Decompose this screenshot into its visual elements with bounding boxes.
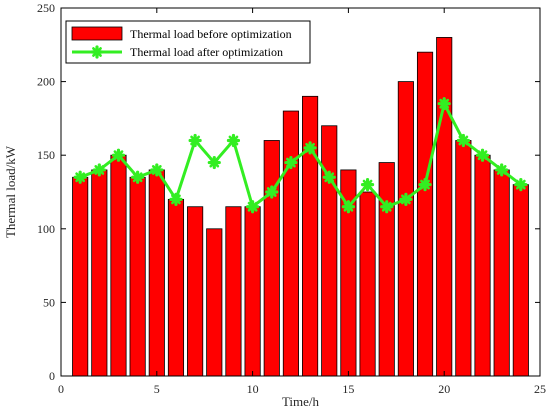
y-tick-label-0: 0 [49,369,55,383]
point-after-13-d2 [305,142,315,153]
point-after-19 [418,178,432,192]
point-after-11-d2 [266,187,277,197]
point-after-18-d2 [400,194,411,205]
legend-marker-after [90,45,104,59]
point-after-7-d2 [190,135,201,146]
legend-swatch-before [71,26,123,41]
point-after-13 [303,141,317,155]
point-after-10 [246,200,260,214]
series-line-after [79,102,522,209]
legend-label-after: Thermal load after optimization [130,45,283,59]
x-tick-label-25: 25 [534,382,546,396]
point-after-10-d2 [247,201,258,212]
bar-1 [72,176,89,377]
bar-8 [206,228,223,377]
point-after-24 [514,178,528,192]
bar-7 [187,206,204,377]
legend-label-before: Thermal load before optimization [130,27,292,41]
bar-4 [129,176,146,377]
point-after-3 [111,148,126,162]
point-after-16 [360,178,375,192]
point-after-22-d2 [477,150,488,161]
y-tick-label-100: 100 [37,222,55,236]
y-tick-label-150: 150 [37,148,55,162]
point-after-23 [495,163,509,177]
x-tick-label-5: 5 [154,382,160,396]
bar-12 [282,110,299,377]
point-after-18 [399,192,413,206]
bar-14 [321,125,338,377]
bar-24 [512,184,529,377]
legend: Thermal load before optimization Thermal… [65,20,311,64]
point-after-3-d2 [113,150,124,161]
line-layer [73,97,528,214]
legend-marker-after-glyph-d2 [92,47,102,57]
point-after-14-d2 [324,172,335,183]
bar-18 [397,81,414,377]
bar-21 [455,140,472,377]
bar-20 [436,37,453,377]
point-after-6-d2 [171,194,181,205]
point-after-17-d2 [381,201,392,212]
bar-10 [244,206,261,377]
point-after-1-d2 [75,172,86,183]
point-after-4 [131,170,145,184]
bar-5 [148,169,165,377]
bar-6 [167,198,185,377]
point-after-20-d2 [439,98,450,109]
point-after-2 [92,163,106,177]
point-after-15 [341,200,355,214]
x-tick-label-15: 15 [342,382,354,396]
point-after-20 [437,97,451,111]
point-after-1 [73,170,87,184]
bar-16 [359,191,376,377]
y-axis-label: Thermal load/kW [3,145,18,238]
y-tick-label-200: 200 [37,75,55,89]
point-after-2-d2 [94,165,105,175]
point-after-15-d2 [343,201,354,212]
x-axis-label: Time/h [282,394,320,409]
point-after-21-d2 [458,135,469,146]
point-after-4-d2 [132,172,143,183]
legend-marker-after-glyph [90,45,104,59]
point-after-16-d2 [362,179,373,190]
bar-19 [416,51,434,377]
bar-23 [493,169,510,377]
point-after-8 [207,155,221,170]
point-after-21 [456,133,470,148]
x-tick-label-20: 20 [438,382,450,396]
point-after-9 [226,133,241,148]
point-after-24-d2 [515,179,526,190]
x-tick-label-0: 0 [58,382,64,396]
point-after-12-d2 [286,157,296,168]
point-after-12 [284,155,298,170]
bar-13 [302,95,319,377]
point-after-23-d2 [496,165,507,175]
point-after-8-d2 [209,157,220,168]
plot-frame [60,7,541,377]
bar-2 [91,169,108,377]
point-after-5 [150,163,164,177]
point-after-17 [380,200,394,214]
bar-22 [474,154,491,377]
point-after-19-d2 [420,179,430,190]
y-tick-label-50: 50 [43,295,55,309]
bar-11 [263,140,280,377]
y-tick-label-250: 250 [37,1,55,15]
x-ticks: 0 5 10 15 20 25 [58,8,546,396]
bars-layer [72,37,529,377]
y-ticks: 0 50 100 150 200 250 [37,1,540,383]
point-after-5-d2 [151,165,162,175]
point-after-22 [475,148,490,162]
bar-9 [225,206,242,377]
bar-3 [110,154,127,377]
point-after-6 [169,192,183,206]
point-after-9-d2 [228,135,239,146]
x-tick-label-10: 10 [247,382,259,396]
point-after-14 [322,170,336,184]
point-after-11 [265,185,279,199]
bar-17 [378,162,395,377]
point-after-7 [188,133,202,148]
